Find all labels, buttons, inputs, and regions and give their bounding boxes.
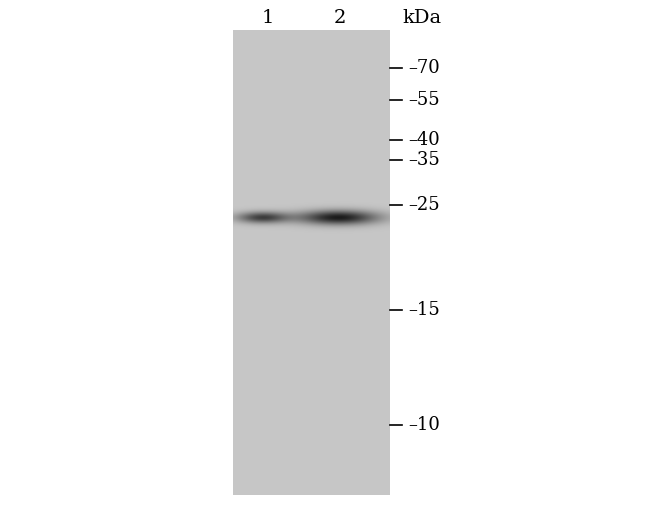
Text: –15: –15 [408,301,440,319]
Text: 2: 2 [334,9,346,27]
Text: kDa: kDa [402,9,441,27]
Text: –55: –55 [408,91,439,109]
Text: –10: –10 [408,416,440,434]
Bar [233,30,390,495]
Text: –40: –40 [408,131,440,149]
Text: –25: –25 [408,196,439,214]
Text: 1: 1 [262,9,274,27]
Text: –35: –35 [408,151,440,169]
Text: –70: –70 [408,59,440,77]
